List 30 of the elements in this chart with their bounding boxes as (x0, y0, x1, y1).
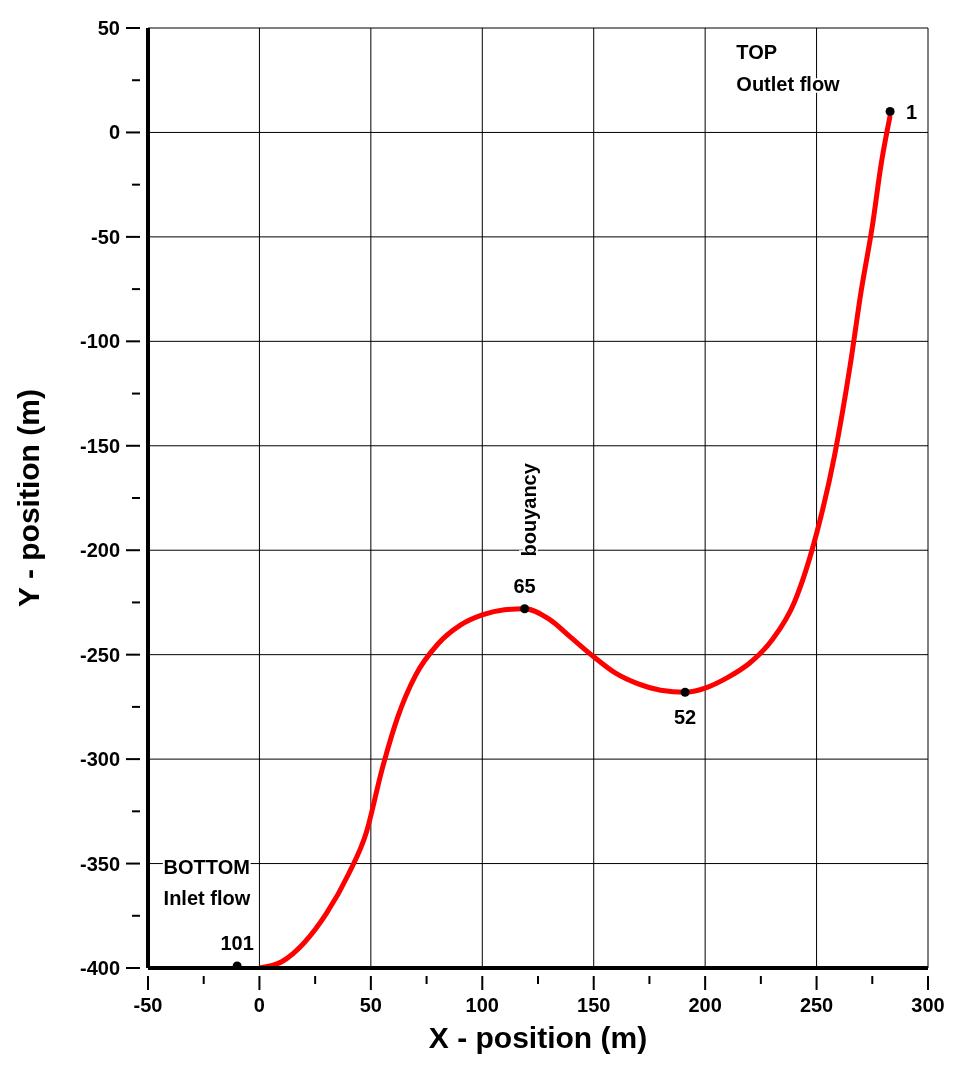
x-tick-label: 150 (577, 994, 611, 1016)
y-tick-label: 50 (97, 17, 120, 39)
x-tick-label: 200 (688, 994, 722, 1016)
annotation: 1 (906, 100, 918, 123)
y-tick-label: -150 (79, 434, 120, 457)
x-tick-label: -50 (133, 994, 163, 1016)
x-tick-label: 0 (253, 994, 265, 1016)
annotation: 65 (513, 574, 536, 597)
annotation: 52 (673, 706, 697, 729)
annotation: bouyancy (517, 462, 540, 557)
y-tick-label: -50 (91, 225, 120, 248)
y-tick-label: -400 (79, 957, 120, 979)
y-tick-label: 0 (108, 121, 120, 144)
annotation: 101 (220, 931, 254, 954)
point (885, 107, 895, 117)
annotation: TOP (736, 41, 778, 64)
y-tick-label: -200 (79, 539, 120, 562)
point (520, 604, 530, 614)
x-tick-label: 300 (911, 994, 945, 1016)
y-axis-title: Y - position (m) (11, 389, 45, 607)
y-tick-label: -350 (79, 852, 120, 875)
x-tick-label: 100 (465, 994, 499, 1016)
y-tick-label: -100 (79, 330, 120, 353)
x-tick-label: 250 (799, 994, 834, 1016)
x-tick-label: 50 (359, 994, 382, 1016)
y-tick-label: -300 (79, 748, 120, 771)
annotation: Inlet flow (163, 887, 251, 910)
point (680, 687, 690, 697)
x-axis-title: X - position (m) (428, 1021, 648, 1054)
y-tick-label: -250 (79, 643, 120, 666)
